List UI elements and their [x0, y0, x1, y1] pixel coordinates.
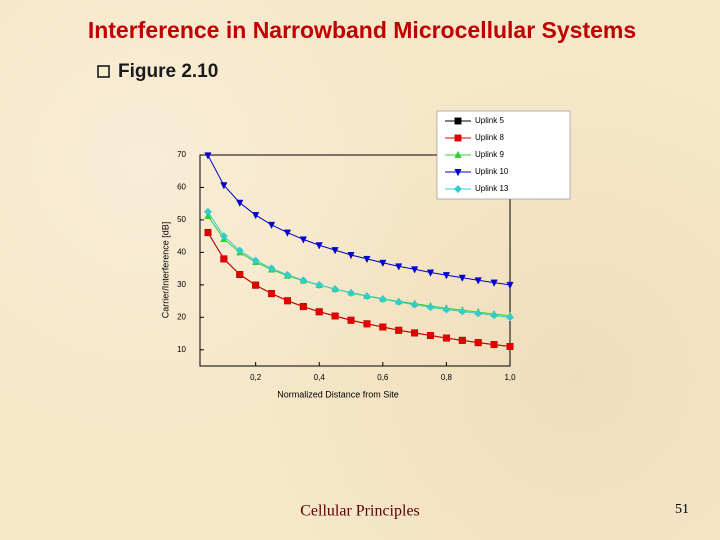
marker [453, 184, 463, 194]
y-tick-label: 50 [177, 215, 186, 224]
marker [506, 281, 514, 290]
marker [315, 280, 324, 289]
marker [394, 297, 403, 307]
plot-frame [199, 154, 511, 367]
marker [267, 264, 276, 273]
marker [458, 274, 466, 282]
page-number: 51 [675, 502, 689, 517]
series-line [207, 232, 511, 348]
y-tick-label: 10 [177, 345, 186, 354]
marker [363, 320, 371, 328]
marker [203, 207, 213, 216]
marker [283, 297, 291, 305]
y-tick-label: 20 [177, 312, 186, 321]
marker [474, 309, 483, 318]
marker [283, 229, 292, 237]
marker [204, 152, 212, 160]
marker [315, 308, 323, 316]
slide-title: Interference in Narrowband Microcellular… [88, 17, 636, 43]
series-line [207, 155, 511, 286]
marker [490, 311, 499, 320]
x-axis-label: Normalized Distance from Site [277, 389, 399, 399]
marker [474, 277, 482, 285]
marker [347, 316, 355, 324]
marker [410, 300, 419, 309]
marker [220, 255, 228, 263]
marker [346, 288, 356, 298]
x-tick-label: 0,4 [314, 373, 326, 382]
marker [331, 285, 340, 294]
marker [362, 292, 371, 301]
marker [331, 312, 339, 320]
x-tick-label: 0,8 [441, 373, 453, 382]
marker [267, 221, 276, 230]
marker [378, 295, 387, 304]
marker [411, 329, 419, 337]
legend-label: Uplink 8 [475, 133, 504, 142]
marker [299, 303, 307, 311]
series-line [207, 215, 511, 317]
marker [458, 307, 467, 316]
legend-label: Uplink 10 [475, 167, 509, 176]
marker [454, 134, 462, 142]
marker [411, 266, 419, 274]
x-tick-label: 0,2 [250, 373, 262, 382]
marker [474, 339, 482, 347]
marker [299, 236, 307, 244]
y-tick-label: 40 [177, 247, 186, 256]
marker [236, 199, 244, 207]
y-tick-label: 60 [177, 183, 186, 192]
marker [363, 255, 371, 264]
figure-label: Figure 2.10 [118, 61, 218, 82]
footer: Cellular Principles [300, 503, 420, 520]
marker [252, 212, 260, 220]
marker [426, 303, 435, 312]
marker [505, 313, 515, 322]
y-tick-label: 70 [177, 150, 186, 159]
marker [315, 242, 323, 250]
marker [379, 323, 387, 331]
marker [506, 343, 514, 350]
marker [236, 271, 244, 278]
marker [331, 247, 339, 255]
marker [283, 270, 292, 279]
marker [219, 232, 228, 241]
marker [454, 150, 462, 158]
marker [220, 182, 228, 190]
marker [347, 252, 355, 260]
marker [426, 269, 435, 277]
marker [395, 326, 403, 334]
marker [458, 336, 466, 344]
marker [395, 263, 403, 271]
marker [442, 305, 451, 314]
marker [268, 290, 275, 298]
x-tick-label: 1,0 [504, 373, 516, 382]
marker [442, 334, 450, 342]
marker [427, 332, 434, 339]
legend-label: Uplink 13 [475, 184, 509, 193]
legend-label: Uplink 9 [475, 150, 504, 159]
marker [490, 279, 498, 287]
marker [454, 169, 462, 177]
marker [442, 272, 451, 280]
marker [252, 281, 260, 289]
marker [454, 117, 462, 125]
y-axis-label: Carrier/Interference [dB] [160, 222, 170, 319]
marker [299, 276, 308, 285]
bullet [97, 65, 110, 78]
legend-label: Uplink 5 [475, 116, 504, 125]
y-tick-label: 30 [177, 280, 186, 289]
marker [490, 341, 498, 349]
marker [204, 229, 212, 237]
x-tick-label: 0,6 [377, 373, 389, 382]
marker [235, 246, 244, 255]
marker [251, 256, 260, 265]
marker [379, 259, 387, 268]
series-line [207, 232, 511, 348]
